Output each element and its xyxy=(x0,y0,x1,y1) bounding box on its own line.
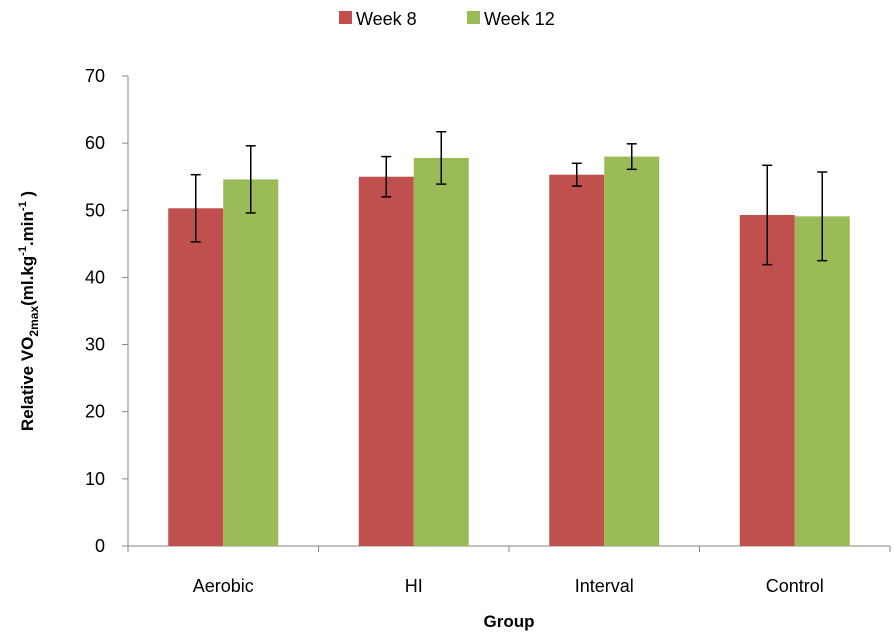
y-axis-title-suffix: ) xyxy=(18,191,37,201)
y-axis-title-sup2: -1 xyxy=(17,201,29,211)
x-tick-label: HI xyxy=(405,576,423,596)
legend-item-week-12: Week 12 xyxy=(467,9,555,29)
bar-week-8 xyxy=(168,208,224,546)
y-axis-title-prefix: Relative VO xyxy=(18,337,37,432)
error-bar-week-8 xyxy=(571,162,582,187)
bar-week-12 xyxy=(794,216,850,547)
error-bar-week-8 xyxy=(190,173,201,243)
bar-week-8 xyxy=(739,214,795,546)
bar-week-8 xyxy=(358,176,414,546)
y-tick-label: 50 xyxy=(85,200,105,220)
bar-week-12 xyxy=(223,179,279,546)
bar-week-12 xyxy=(604,156,660,547)
error-bar-week-12 xyxy=(626,143,637,171)
error-bar-week-8 xyxy=(762,164,773,266)
legend-label-week-12: Week 12 xyxy=(484,9,555,29)
legend-label-week-8: Week 8 xyxy=(356,9,417,29)
error-bar-week-12 xyxy=(245,145,256,214)
legend: Week 8 Week 12 xyxy=(339,9,555,29)
bar-week-12 xyxy=(413,157,469,546)
error-bar-week-12 xyxy=(436,130,447,185)
legend-swatch-week-12 xyxy=(467,11,480,24)
bars xyxy=(168,156,850,547)
y-tick-label: 20 xyxy=(85,402,105,422)
x-ticks: Aerobic HI Interval Control xyxy=(127,546,891,596)
legend-item-week-8: Week 8 xyxy=(339,9,417,29)
y-axis-title-mid2: .min xyxy=(18,211,37,246)
bar-week-8 xyxy=(549,174,605,546)
y-tick-label: 70 xyxy=(85,66,105,86)
y-tick-label: 60 xyxy=(85,133,105,153)
y-tick-label: 40 xyxy=(85,267,105,287)
y-axis-title-mid1: (ml.kg xyxy=(18,256,37,306)
y-axis-title-sub: 2max xyxy=(27,306,41,337)
y-axis-title-sup1: -1 xyxy=(17,246,29,256)
y-tick-label: 30 xyxy=(85,335,105,355)
error-bars xyxy=(190,130,828,266)
y-tick-label: 10 xyxy=(85,469,105,489)
legend-swatch-week-8 xyxy=(339,11,352,24)
x-axis-title: Group xyxy=(484,612,535,631)
error-bar-week-12 xyxy=(817,171,828,262)
x-tick-label: Interval xyxy=(575,576,634,596)
y-axis-title: Relative VO2max(ml.kg-1.min-1 ) xyxy=(17,191,41,431)
error-bar-week-8 xyxy=(381,155,392,198)
y-ticks: 0 10 20 30 40 50 60 70 xyxy=(85,66,128,556)
y-tick-label: 0 xyxy=(95,536,105,556)
x-tick-label: Control xyxy=(766,576,824,596)
x-tick-label: Aerobic xyxy=(193,576,254,596)
